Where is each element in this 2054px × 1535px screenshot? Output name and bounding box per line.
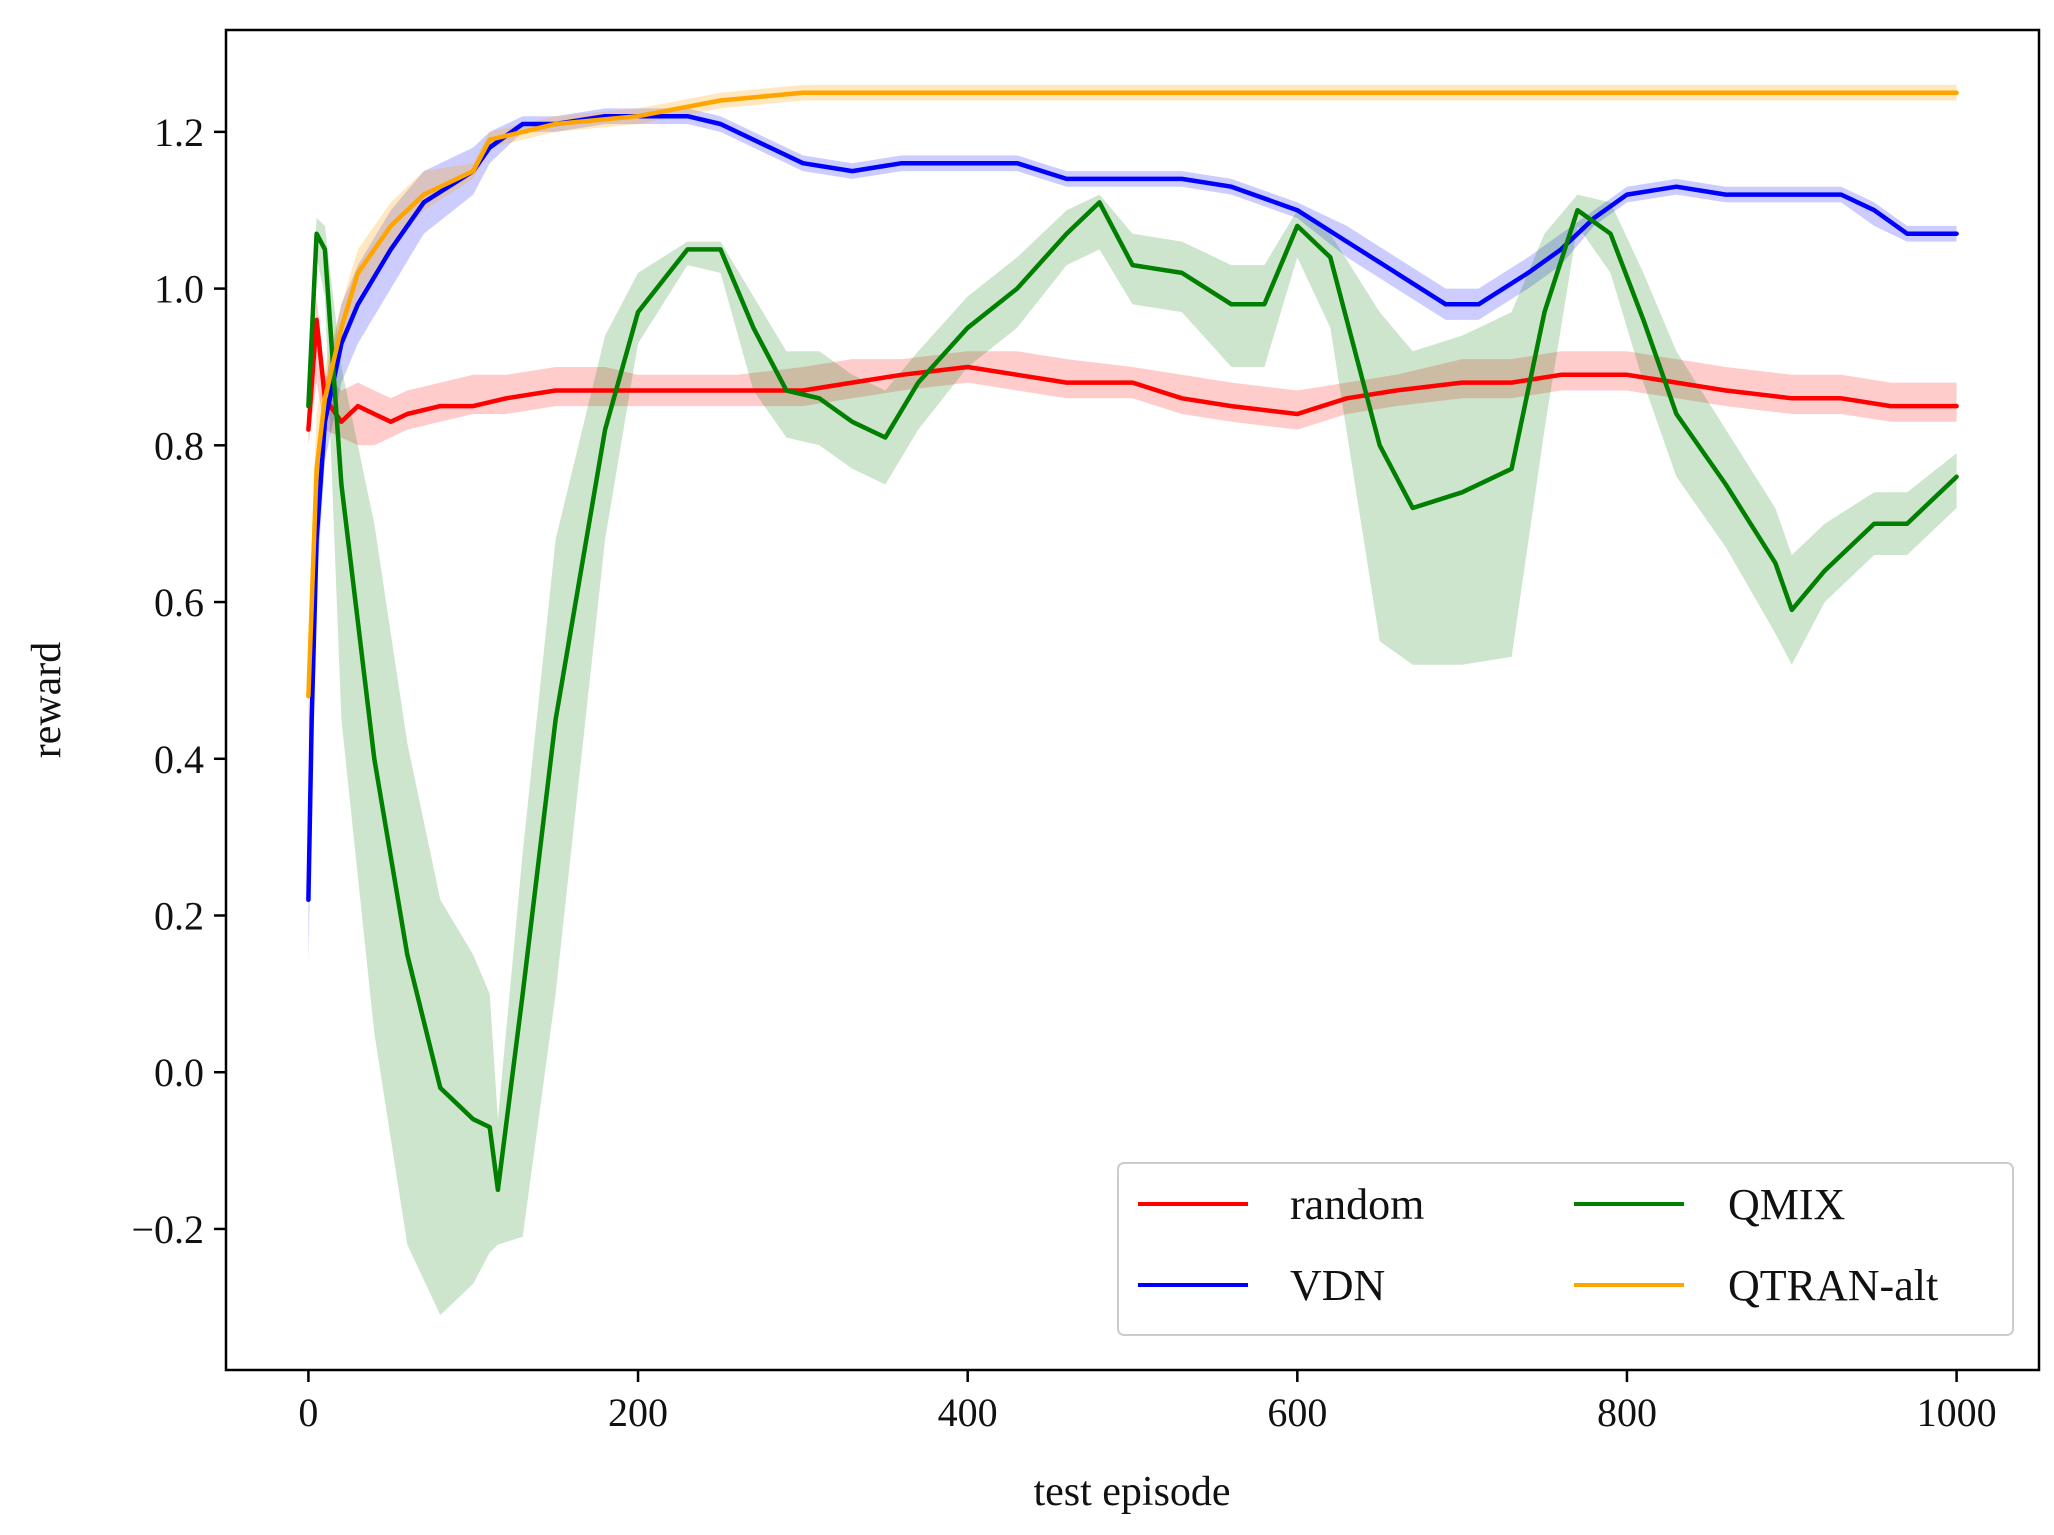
band-random [308, 296, 1957, 446]
y-tick-label: 0.0 [154, 1050, 204, 1095]
x-tick-label: 1000 [1917, 1390, 1997, 1435]
x-tick-label: 0 [298, 1390, 318, 1435]
x-tick-label: 600 [1267, 1390, 1327, 1435]
plot-frame [224, 28, 2041, 1372]
series-line-vdn [306, 113, 1959, 903]
legend-label-qtran-alt: QTRAN-alt [1728, 1261, 1938, 1310]
x-tick-label: 400 [938, 1390, 998, 1435]
series-line-random [306, 317, 1959, 432]
series-lines [306, 90, 1959, 1193]
series-line-qmix [306, 200, 1959, 1193]
y-axis-ticks: −0.2 0.0 0.2 0.4 0.6 0.8 1.0 1.2 [131, 110, 226, 1252]
y-tick-label: 0.8 [154, 423, 204, 468]
y-tick-label: 0.2 [154, 893, 204, 938]
y-axis-label: reward [24, 642, 70, 759]
x-tick-label: 200 [608, 1390, 668, 1435]
legend-label-qmix: QMIX [1728, 1180, 1845, 1229]
x-axis-label: test episode [1033, 1469, 1230, 1515]
y-tick-label: 0.4 [154, 737, 204, 782]
legend-label-random: random [1290, 1180, 1424, 1229]
y-tick-label: −0.2 [131, 1207, 204, 1252]
y-tick-label: 0.6 [154, 580, 204, 625]
band-qmix [308, 194, 1957, 1316]
x-tick-label: 800 [1597, 1390, 1657, 1435]
legend-label-vdn: VDN [1290, 1261, 1385, 1310]
legend-box [1117, 1162, 2014, 1336]
x-axis-ticks: 0 200 400 600 800 1000 [298, 1370, 1997, 1435]
series-line-qtran-alt [306, 90, 1959, 699]
legend: random VDN QMIX QTRAN-alt [1117, 1162, 2014, 1336]
y-tick-label: 1.0 [154, 267, 204, 312]
y-tick-label: 1.2 [154, 110, 204, 155]
